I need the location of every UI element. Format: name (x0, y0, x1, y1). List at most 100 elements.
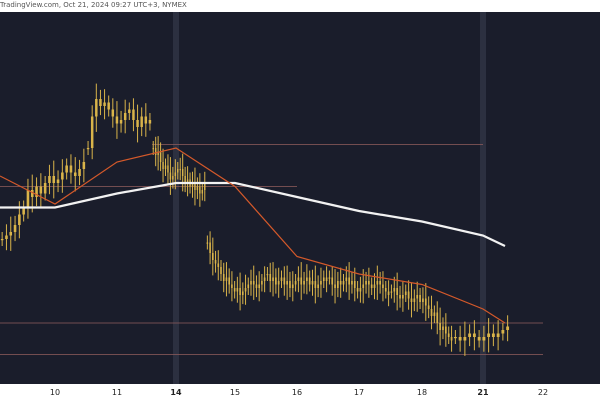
candle-body (35, 186, 38, 197)
candle-body (209, 242, 211, 253)
candle-body (217, 263, 220, 267)
candle-body (436, 312, 439, 323)
candle-body (61, 172, 64, 180)
candle-body (65, 165, 68, 173)
candle-body (317, 284, 319, 288)
candle-body (258, 284, 260, 288)
candle-body (115, 116, 119, 124)
candle-body (177, 169, 179, 173)
candle-body (99, 99, 102, 106)
candle-body (356, 288, 359, 292)
candle-body (419, 295, 421, 302)
x-tick-15: 15 (230, 388, 240, 397)
candle-body (427, 305, 430, 309)
candle-body (136, 120, 139, 127)
candle-body (291, 284, 294, 288)
candle-body (444, 326, 447, 334)
candle-body (220, 267, 222, 274)
candle-body (179, 169, 181, 171)
x-tick-10: 10 (50, 388, 60, 397)
candle-body (95, 99, 98, 117)
candle-body (18, 214, 21, 225)
candle-body (387, 291, 390, 295)
candle-body (30, 190, 34, 197)
candle-body (90, 116, 94, 148)
candle-body (365, 281, 367, 285)
candle-body (174, 172, 177, 176)
candle-body (204, 183, 206, 190)
ema-fast-line (0, 147, 506, 324)
candle-body (48, 176, 51, 183)
candle-body (379, 281, 381, 285)
candle-body (103, 102, 106, 106)
candle-body (286, 281, 288, 285)
candle-body (331, 277, 334, 285)
x-tick-17: 17 (354, 388, 364, 397)
candle-body (132, 109, 135, 120)
candle-body (228, 277, 230, 285)
candle-body (169, 172, 172, 180)
x-tick-22: 22 (538, 388, 548, 397)
candle-body (382, 284, 384, 288)
candle-body (69, 165, 73, 173)
candle-body (501, 330, 505, 334)
session-breaks (173, 12, 486, 384)
candle-body (311, 281, 314, 285)
candle-body (407, 291, 410, 299)
candle-body (164, 165, 167, 169)
candle-body (86, 148, 90, 150)
candle-body (402, 295, 404, 299)
exchange-label: NYMEX (162, 1, 187, 9)
candles (0, 83, 510, 356)
candle-body (43, 183, 47, 194)
x-tick-18: 18 (417, 388, 427, 397)
candle-body (496, 333, 500, 337)
candle-body (393, 288, 396, 292)
candle-body (275, 277, 277, 285)
candle-body (22, 207, 25, 215)
candle-body (328, 277, 331, 279)
candle-body (26, 190, 30, 208)
candle-body (159, 151, 162, 162)
candle-body (314, 281, 317, 288)
attribution-source: TradingView.com, Oct 21, 2024 09:27 UTC+… (0, 1, 158, 9)
candle-body (119, 120, 123, 124)
attribution-text: TradingView.com, Oct 21, 2024 09:27 UTC+… (0, 1, 187, 10)
candle-body (458, 337, 462, 341)
candle-body (250, 281, 252, 285)
candle-body (413, 298, 416, 302)
candle-body (107, 102, 110, 110)
candle-body (242, 291, 244, 295)
candle-body (439, 323, 441, 330)
candle-body (487, 333, 491, 337)
candle-body (353, 281, 356, 288)
candle-body (128, 109, 131, 113)
candle-body (422, 298, 424, 302)
candle-body (39, 186, 43, 194)
candle-body (390, 291, 393, 293)
candle-body (433, 312, 436, 316)
candle-body (430, 309, 433, 316)
candle-body (306, 277, 308, 281)
candle-body (297, 277, 300, 281)
candle-body (225, 277, 228, 281)
candle-body (491, 333, 495, 337)
price-chart[interactable]: 10 11 14 15 16 17 18 21 22 (0, 12, 600, 420)
candle-body (277, 281, 280, 285)
candle-body (269, 274, 272, 281)
candle-body (376, 281, 379, 285)
candle-body (78, 169, 81, 176)
candle-body (410, 298, 413, 302)
candle-body (300, 277, 303, 285)
candle-body (362, 284, 365, 288)
candle-body (231, 284, 233, 288)
candle-body (194, 183, 196, 190)
candle-body (294, 281, 297, 285)
candle-body (52, 176, 56, 183)
candle-body (463, 337, 467, 341)
candle-body (266, 274, 269, 276)
candle-body (272, 277, 274, 281)
candle-body (263, 277, 266, 281)
candle-body (144, 116, 148, 124)
candle-body (247, 284, 250, 288)
